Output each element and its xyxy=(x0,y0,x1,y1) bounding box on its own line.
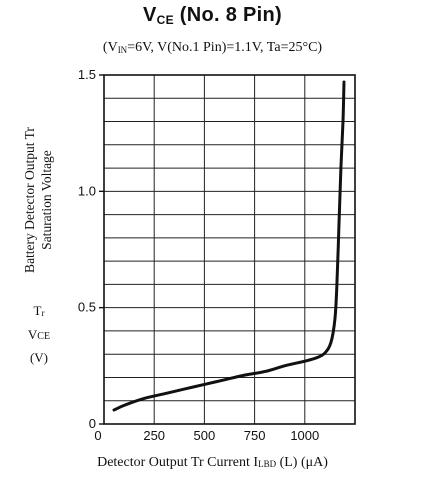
chart-title: VCE (No. 8 Pin) xyxy=(143,4,282,27)
y-axis-symbol: Tr VCE (V) xyxy=(14,300,64,368)
y-tick-label: 1.0 xyxy=(78,183,96,198)
y-axis-unit: (V) xyxy=(29,350,49,365)
x-axis-label: Detector Output Tr Current ILBD (L) (μA) xyxy=(97,455,328,470)
plot-frame xyxy=(103,74,356,425)
x-tick-label: 750 xyxy=(244,428,266,443)
y-tick-label: 0.5 xyxy=(78,300,96,315)
x-tick-label: 250 xyxy=(143,428,165,443)
y-tick-label: 0 xyxy=(89,416,96,431)
x-tick-label: 1000 xyxy=(290,428,319,443)
y-axis-symbol-tr: Tr xyxy=(33,303,45,318)
x-tick-label: 500 xyxy=(194,428,216,443)
chart-subtitle: (VIN=6V, V(No.1 Pin)=1.1V, Ta=25°C) xyxy=(102,40,323,55)
x-tick-label: 0 xyxy=(94,428,101,443)
data-series-line xyxy=(112,80,346,412)
y-tick-label: 1.5 xyxy=(78,67,96,82)
y-axis-symbol-vce: VCE xyxy=(27,327,51,342)
